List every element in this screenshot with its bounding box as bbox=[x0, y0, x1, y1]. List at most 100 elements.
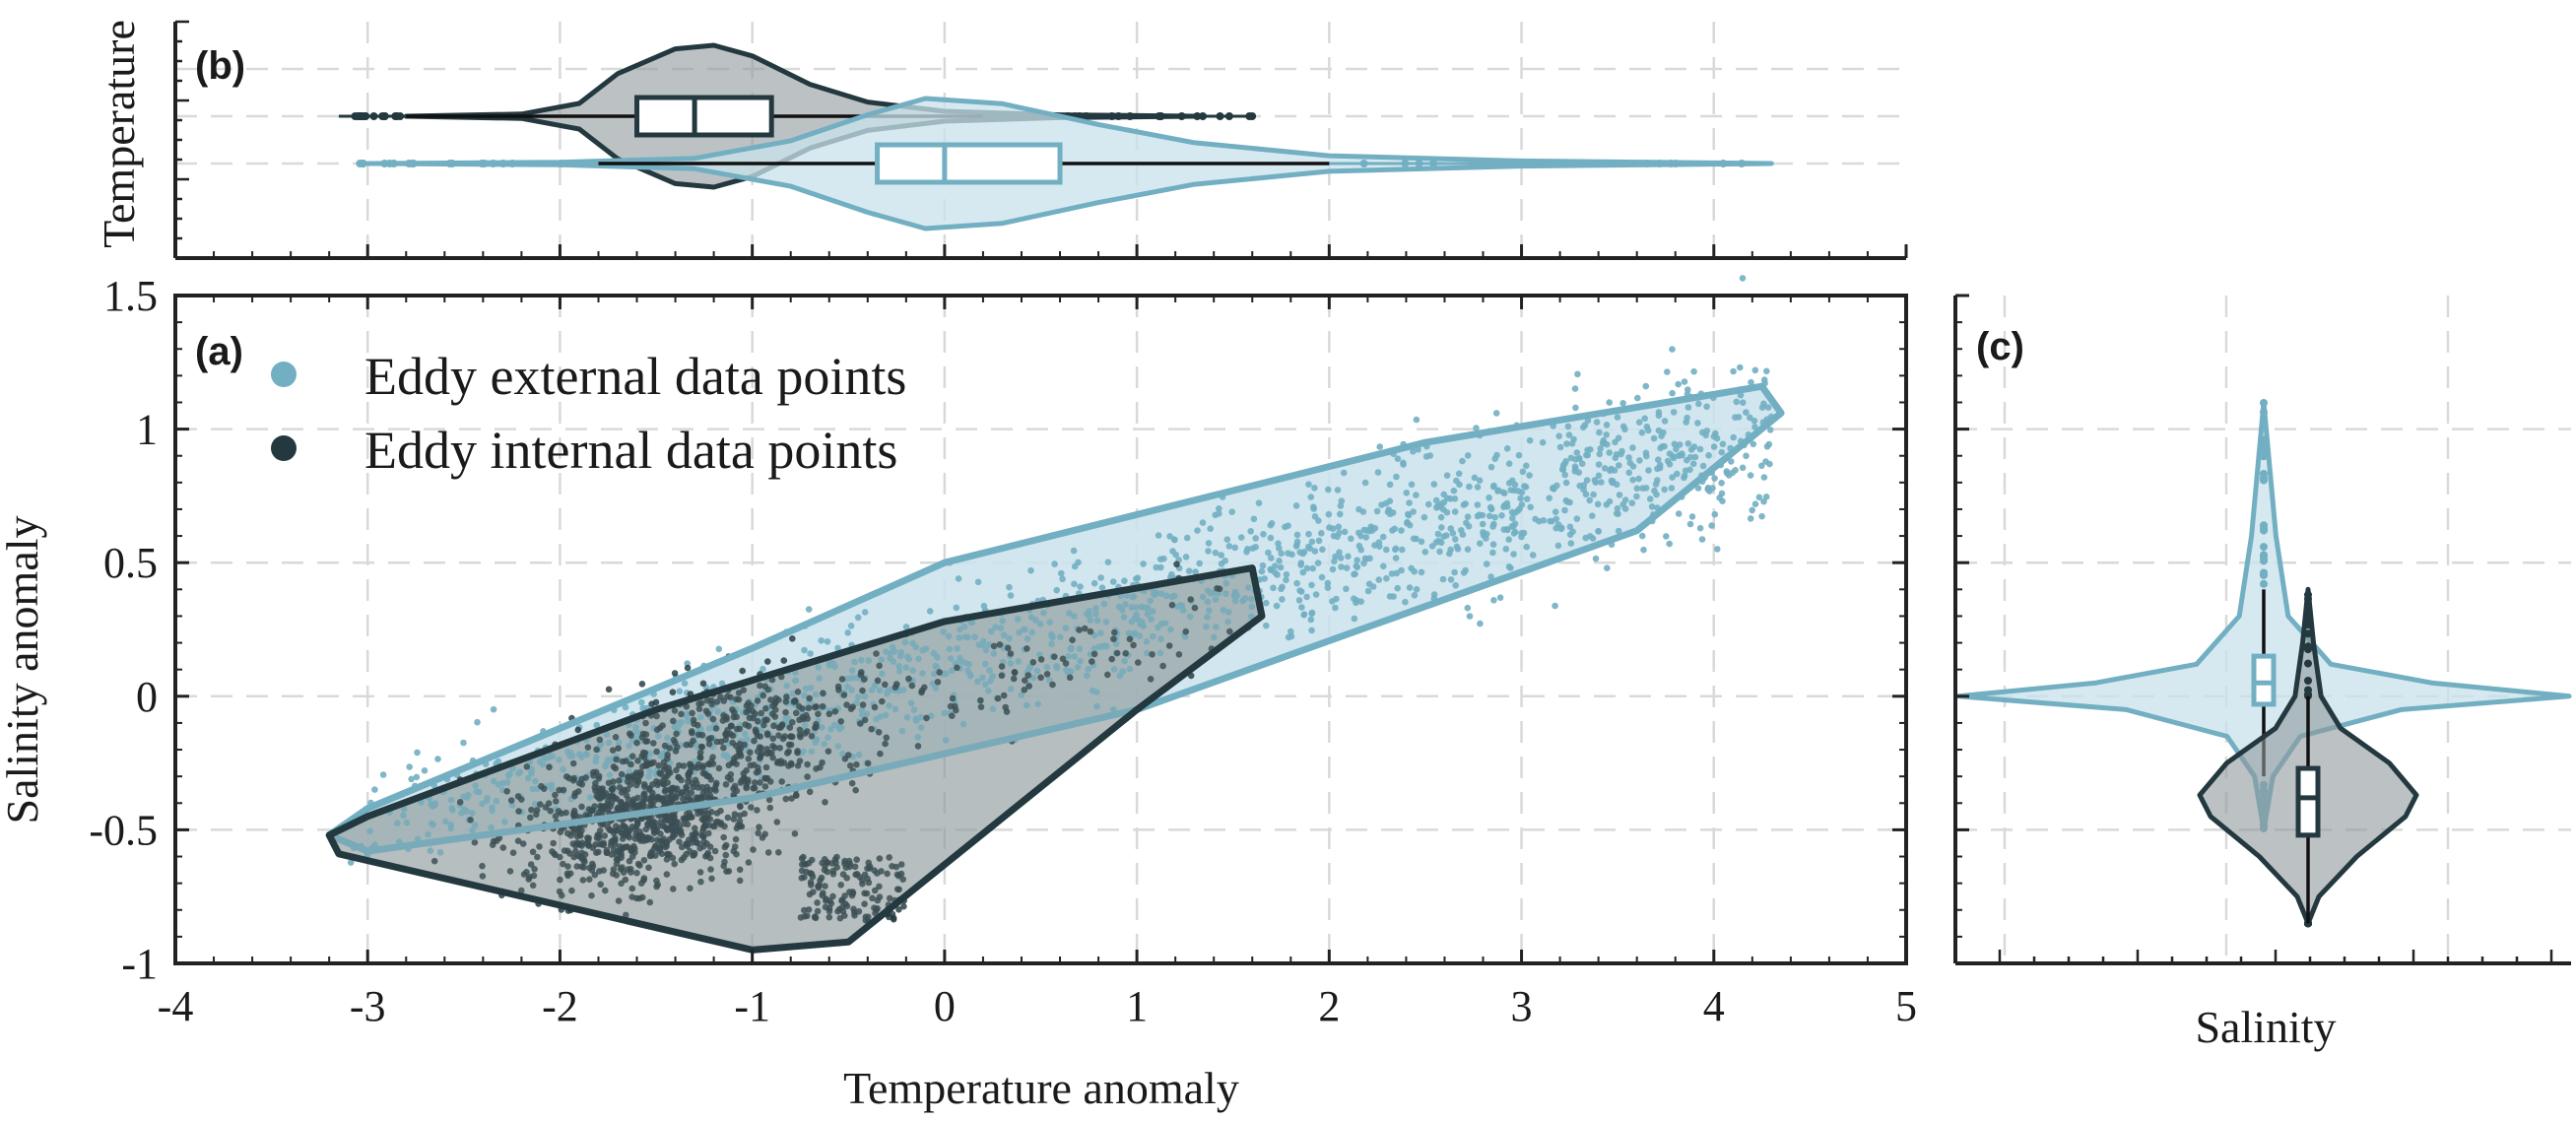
external-data-point bbox=[1554, 542, 1562, 550]
external-data-point bbox=[1220, 607, 1227, 614]
external-data-point bbox=[1394, 455, 1402, 463]
external-data-point bbox=[1464, 452, 1472, 459]
internal-data-point bbox=[767, 696, 774, 703]
y-tick-label: 1.5 bbox=[103, 272, 158, 320]
external-data-point bbox=[1205, 540, 1213, 547]
external-data-point bbox=[515, 769, 522, 777]
internal-data-point bbox=[707, 735, 715, 742]
external-data-point bbox=[1483, 560, 1490, 567]
external-data-point bbox=[1007, 686, 1015, 692]
internal-data-point bbox=[1159, 662, 1166, 670]
external-data-point bbox=[1338, 497, 1346, 504]
internal-data-point bbox=[534, 853, 541, 861]
external-data-point bbox=[825, 734, 831, 741]
internal-data-point bbox=[669, 832, 677, 839]
external-data-point bbox=[1466, 613, 1474, 620]
external-data-point bbox=[1447, 576, 1455, 583]
internal-data-point bbox=[905, 675, 912, 683]
external-data-point bbox=[1053, 662, 1060, 670]
internal-data-point bbox=[949, 694, 957, 702]
external-data-point bbox=[1245, 584, 1252, 591]
internal-data-point bbox=[715, 764, 723, 772]
external-data-point bbox=[1573, 449, 1581, 456]
external-data-point bbox=[1157, 590, 1165, 597]
external-data-point bbox=[1352, 570, 1358, 577]
external-data-point bbox=[848, 667, 856, 674]
internal-data-point bbox=[613, 756, 620, 763]
external-data-point bbox=[1109, 578, 1117, 585]
internal-data-point bbox=[720, 697, 727, 704]
internal-data-point bbox=[745, 776, 752, 783]
internal-data-point bbox=[771, 744, 778, 752]
internal-data-point bbox=[663, 856, 671, 863]
internal-data-point bbox=[584, 744, 592, 751]
internal-data-point bbox=[549, 848, 556, 855]
internal-data-point bbox=[874, 870, 881, 877]
internal-data-point bbox=[833, 864, 840, 871]
internal-data-point bbox=[613, 872, 621, 879]
internal-data-point bbox=[780, 657, 788, 664]
internal-data-point bbox=[868, 725, 875, 733]
internal-data-point bbox=[575, 788, 582, 795]
external-data-point bbox=[1718, 480, 1725, 487]
internal-data-point bbox=[593, 849, 600, 856]
internal-data-point bbox=[876, 662, 883, 670]
external-data-point bbox=[1640, 546, 1647, 554]
internal-data-point bbox=[680, 854, 688, 861]
internal-data-point bbox=[646, 786, 653, 793]
internal-data-point bbox=[793, 792, 800, 799]
external-data-point bbox=[540, 754, 548, 760]
external-data-point bbox=[1681, 474, 1687, 482]
external-data-point bbox=[997, 625, 1005, 631]
external-data-point bbox=[401, 805, 408, 813]
external-data-point bbox=[556, 757, 562, 763]
internal-data-point bbox=[869, 894, 876, 902]
internal-data-point bbox=[1173, 560, 1180, 568]
panel-a-axes: -4 -3 -2 -1 0 1 2 3 4 5 -1 -0.5 0 0.5 1 1.5 bbox=[89, 272, 1917, 1030]
external-data-point bbox=[898, 727, 906, 735]
external-data-point bbox=[1298, 604, 1305, 611]
external-data-point bbox=[1271, 562, 1279, 569]
external-data-point bbox=[854, 614, 862, 622]
internal-data-point bbox=[571, 811, 579, 819]
internal-data-point bbox=[610, 866, 618, 873]
external-data-point bbox=[1718, 490, 1726, 497]
internal-data-point bbox=[799, 705, 806, 712]
internal-data-point bbox=[577, 832, 584, 839]
internal-data-point bbox=[815, 710, 822, 718]
internal-data-point bbox=[1051, 653, 1058, 660]
external-data-point bbox=[1071, 580, 1078, 588]
internal-data-point bbox=[695, 705, 703, 712]
external-data-point bbox=[909, 667, 916, 674]
panel-b-ylabel: Temperature bbox=[94, 20, 144, 248]
external-data-point bbox=[1571, 468, 1579, 475]
external-data-point bbox=[1511, 481, 1519, 489]
internal-data-point bbox=[638, 681, 646, 688]
internal-data-point bbox=[707, 809, 715, 816]
panel-a-ylabel: Salinity anomaly bbox=[0, 515, 47, 824]
external-data-point bbox=[1428, 543, 1436, 550]
external-data-point bbox=[954, 645, 960, 652]
external-data-point bbox=[1460, 501, 1468, 508]
external-data-point bbox=[1491, 455, 1498, 463]
internal-data-point bbox=[599, 803, 606, 811]
internal-data-point bbox=[801, 730, 809, 737]
internal-data-point bbox=[702, 853, 709, 860]
internal-data-point bbox=[692, 824, 698, 832]
salinity-external-outlier bbox=[2260, 446, 2268, 454]
external-data-point bbox=[1150, 632, 1156, 640]
temperature-internal-outlier bbox=[380, 112, 389, 120]
external-data-point bbox=[1634, 394, 1641, 402]
internal-data-point bbox=[764, 658, 771, 665]
x-tick-label: -4 bbox=[158, 982, 194, 1030]
external-data-point bbox=[1336, 529, 1343, 537]
internal-data-point bbox=[717, 807, 724, 815]
external-data-point bbox=[1131, 629, 1139, 636]
external-data-point bbox=[1006, 583, 1013, 591]
external-data-point bbox=[834, 743, 842, 750]
internal-data-point bbox=[895, 906, 902, 913]
internal-data-point bbox=[651, 826, 659, 833]
panel-b-axes bbox=[173, 20, 1908, 260]
external-data-point bbox=[626, 742, 632, 750]
external-data-point bbox=[1730, 367, 1737, 375]
